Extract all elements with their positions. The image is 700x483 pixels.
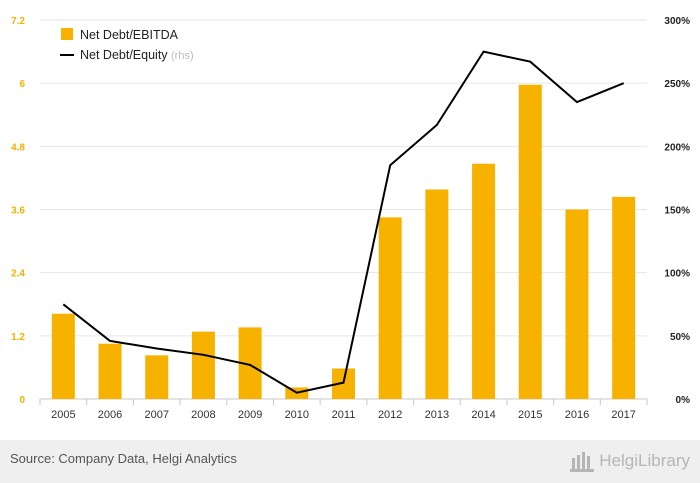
x-tick-label: 2007 — [144, 409, 168, 421]
footer: Source: Company Data, Helgi Analytics He… — [0, 440, 700, 483]
y-right-tick-label: 50% — [670, 332, 690, 343]
source-text: Source: Company Data, Helgi Analytics — [10, 451, 237, 466]
brand-name: HelgiLibrary — [599, 451, 690, 470]
x-tick-label: 2011 — [332, 409, 356, 421]
bar-net-debt-ebitda — [612, 196, 636, 399]
x-tick-label: 2010 — [285, 409, 309, 421]
y-left-tick-label: 7.2 — [11, 16, 25, 27]
y-left-tick-label: 2.4 — [11, 269, 25, 280]
bar-net-debt-ebitda — [425, 189, 449, 399]
x-tick-label: 2012 — [378, 409, 402, 421]
y-right-tick-label: 300% — [664, 16, 690, 27]
x-tick-label: 2014 — [471, 409, 495, 421]
brand-logo: HelgiLibrary — [569, 448, 690, 474]
y-left-tick-label: 1.2 — [11, 332, 25, 343]
bar-net-debt-ebitda — [565, 209, 589, 399]
x-tick-label: 2017 — [611, 409, 635, 421]
x-tick-label: 2016 — [565, 409, 589, 421]
y-left-tick-label: 0 — [19, 395, 25, 406]
bar-net-debt-ebitda — [98, 343, 122, 399]
legend-swatch-bar — [61, 28, 73, 40]
legend-label: Net Debt/Equity (rhs) — [80, 48, 194, 62]
x-tick-label: 2015 — [518, 409, 542, 421]
y-left-tick-label: 4.8 — [11, 142, 25, 153]
bar-net-debt-ebitda — [191, 331, 215, 399]
bar-net-debt-ebitda — [238, 327, 262, 399]
legend-label: Net Debt/EBITDA — [80, 28, 179, 42]
line-net-debt-equity — [62, 50, 625, 394]
x-tick-label: 2005 — [51, 409, 75, 421]
y-left-tick-label: 3.6 — [11, 206, 25, 217]
bar-net-debt-ebitda — [51, 313, 75, 399]
legend-rhs-note: (rhs) — [171, 50, 194, 62]
y-right-tick-label: 250% — [664, 79, 690, 90]
y-right-tick-label: 100% — [664, 269, 690, 280]
x-tick-label: 2006 — [98, 409, 122, 421]
x-tick-label: 2008 — [191, 409, 215, 421]
bar-net-debt-ebitda — [472, 163, 496, 399]
bar-net-debt-ebitda — [145, 355, 169, 399]
y-right-tick-label: 0% — [676, 395, 691, 406]
chart-plot: 0 0% 1.2 50% 2.4 100% 3.6 150% 4.8 200% 6 250% 7.2 30… — [11, 16, 691, 421]
y-left-tick-label: 6 — [19, 79, 25, 90]
x-tick-label: 2009 — [238, 409, 262, 421]
bar-net-debt-ebitda — [518, 84, 542, 399]
library-building-icon — [570, 452, 595, 472]
y-right-tick-label: 150% — [664, 206, 690, 217]
bar-net-debt-ebitda — [378, 217, 402, 399]
bar-net-debt-ebitda — [332, 368, 355, 399]
y-right-tick-label: 200% — [664, 142, 690, 153]
x-tick-label: 2013 — [425, 409, 449, 421]
